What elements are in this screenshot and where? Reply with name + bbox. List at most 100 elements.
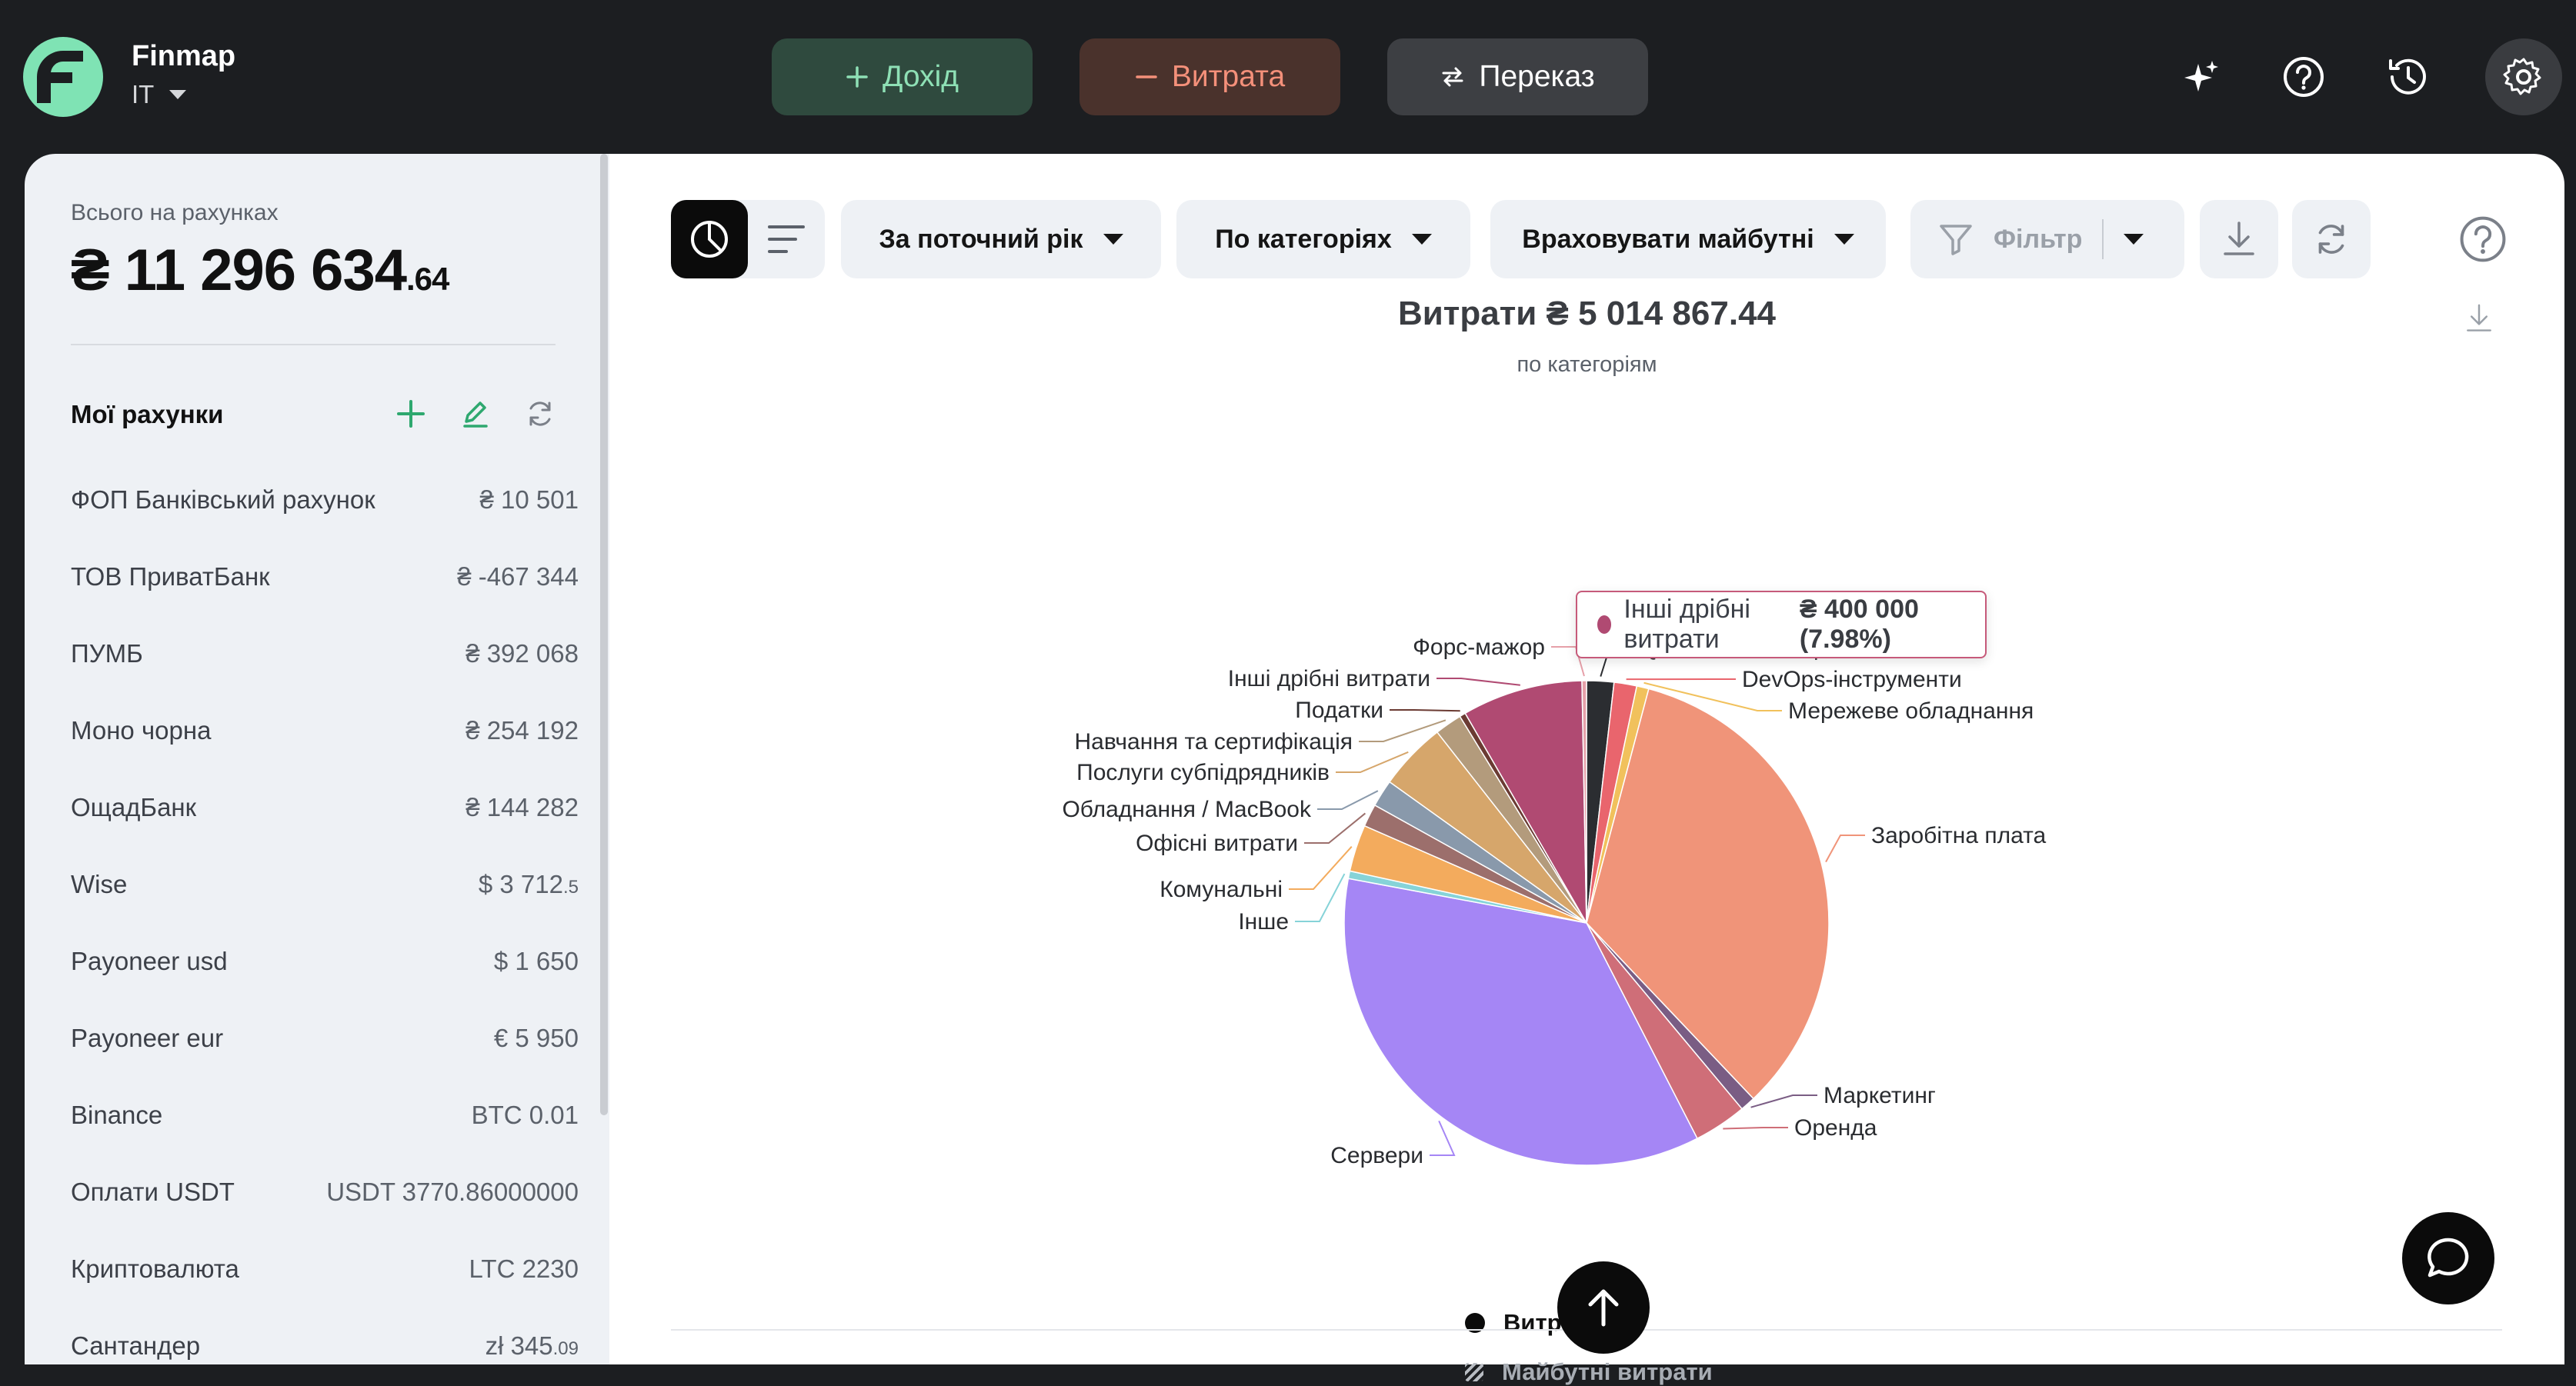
finmap-logo-icon[interactable] (23, 37, 103, 117)
report-panel: За поточний рік По категоріях Враховуват… (609, 154, 2564, 1364)
add-account-button[interactable] (389, 392, 432, 435)
scroll-top-button[interactable] (1557, 1261, 1650, 1354)
help-button[interactable] (2273, 46, 2334, 108)
account-name: ТОВ ПриватБанк (71, 562, 270, 591)
sparkle-icon (2183, 58, 2221, 96)
refresh-icon (526, 399, 555, 428)
account-name: Payoneer eur (71, 1024, 223, 1053)
slice-label: Обладнання / MacBook (1062, 797, 1312, 822)
income-label: Дохід (883, 60, 959, 94)
slice-label: DevOps-інструменти (1742, 667, 1962, 692)
leader-line (1295, 874, 1344, 921)
slice-label: Офісні витрати (1136, 831, 1298, 856)
account-balance-main: $ 3 712 (479, 870, 563, 898)
accounts-sidebar: Всього на рахунках ₴ 11 296 634.64 Мої р… (25, 154, 609, 1364)
settings-button[interactable] (2485, 38, 2562, 115)
gear-icon (2503, 56, 2544, 98)
account-balance-cents: .09 (553, 1338, 579, 1359)
leader-line (1390, 710, 1460, 711)
slice-label: Навчання та сертифікація (1074, 729, 1353, 755)
account-name: Binance (71, 1101, 162, 1130)
legend-label: Майбутні витрати (1502, 1358, 1713, 1386)
leader-line (1430, 1121, 1454, 1155)
slice-label: Комунальні (1160, 877, 1283, 902)
expenses-pie-chart[interactable]: QA-автоматизаціяDevOps-інструментиМереже… (609, 154, 2564, 1364)
slice-label: Форс-мажор (1413, 635, 1545, 660)
slice-label: Інші дрібні витрати (1228, 666, 1430, 691)
sidebar-scrollbar[interactable] (600, 154, 608, 1115)
plus-icon (395, 398, 426, 429)
account-row[interactable]: Payoneer usd$ 1 650 (71, 923, 579, 1000)
transfer-label: Переказ (1479, 60, 1594, 94)
slice-label: Податки (1295, 698, 1383, 723)
account-name: Криптовалюта (71, 1254, 239, 1284)
total-balance-cents: .64 (406, 261, 449, 297)
account-row[interactable]: Криптовалюта LTC 2230 (71, 1231, 579, 1308)
account-name: ПУМБ (71, 639, 143, 668)
leader-line (1751, 1095, 1817, 1108)
pencil-icon (460, 398, 491, 429)
tooltip-color-dot (1597, 615, 1611, 634)
leader-line (1723, 1128, 1788, 1129)
account-balance: BTC 0.01 (472, 1101, 579, 1130)
arrow-up-icon (1584, 1286, 1623, 1329)
refresh-accounts-button[interactable] (519, 392, 562, 435)
account-row[interactable]: Wise$ 3 712.5 (71, 846, 579, 923)
slice-label: Сервери (1330, 1143, 1423, 1168)
slice-label: Маркетинг (1824, 1083, 1936, 1108)
history-icon (2386, 55, 2431, 99)
chevron-down-icon (169, 90, 186, 99)
tooltip-value: ₴ 400 000 (7.98%) (1800, 595, 1967, 655)
transfer-arrows-icon (1440, 65, 1465, 88)
account-balance: $ 1 650 (494, 947, 579, 976)
app-name: Finmap (132, 40, 235, 73)
slice-label: Заробітна плата (1871, 823, 2047, 848)
leader-line (1289, 847, 1352, 889)
slice-label: Мережеве обладнання (1788, 698, 2034, 724)
account-row[interactable]: ОщадБанк₴ 144 282 (71, 769, 579, 846)
account-row[interactable]: ФОП Банківський рахунок ₴ 10 501 (71, 461, 579, 538)
add-expense-button[interactable]: Витрата (1079, 38, 1340, 115)
add-transfer-button[interactable]: Переказ (1387, 38, 1648, 115)
accounts-list: ФОП Банківський рахунок ₴ 10 501 ТОВ Прив… (71, 461, 579, 1364)
add-income-button[interactable]: Дохід (772, 38, 1033, 115)
account-name: ФОП Банківський рахунок (71, 485, 375, 515)
account-row[interactable]: ТОВ ПриватБанк₴ -467 344 (71, 538, 579, 615)
account-row[interactable]: Binance BTC 0.01 (71, 1077, 579, 1154)
account-balance: USDT 3770.86000000 (326, 1178, 579, 1207)
workspace-selector[interactable]: IT (132, 80, 186, 109)
leader-line (1317, 791, 1378, 809)
ai-sparkle-button[interactable] (2171, 46, 2233, 108)
chat-button[interactable] (2402, 1212, 2494, 1304)
account-row[interactable]: ПУМБ ₴ 392 068 (71, 615, 579, 692)
chat-bubble-icon (2425, 1235, 2471, 1281)
account-row[interactable]: Моно чорна₴ 254 192 (71, 692, 579, 769)
expense-label: Витрата (1172, 60, 1285, 94)
edit-accounts-button[interactable] (454, 392, 497, 435)
accounts-heading: Мої рахунки (71, 400, 223, 429)
history-button[interactable] (2377, 46, 2439, 108)
total-balance-main: ₴ 11 296 634 (71, 238, 406, 303)
account-row[interactable]: Оплати USDT USDT 3770.86000000 (71, 1154, 579, 1231)
account-balance: ₴ 10 501 (480, 485, 579, 515)
account-name: Оплати USDT (71, 1178, 235, 1207)
account-balance: LTC 2230 (469, 1254, 579, 1284)
account-balance: € 5 950 (494, 1024, 579, 1053)
workspace-name: IT (132, 80, 154, 109)
leader-line (1304, 813, 1365, 843)
slice-label: Оренда (1794, 1115, 1877, 1141)
legend-item-future[interactable]: Майбутні витрати (1465, 1358, 1713, 1386)
account-balance-main: zł 345 (486, 1331, 553, 1360)
slice-label: Інше (1238, 909, 1289, 935)
account-row[interactable]: Payoneer eur € 5 950 (71, 1000, 579, 1077)
total-balance-label: Всього на рахунках (71, 200, 279, 226)
account-balance: $ 3 712.5 (479, 870, 579, 899)
plus-icon (846, 65, 869, 88)
total-balance: ₴ 11 296 634.64 (71, 237, 449, 304)
account-balance-cents: .5 (563, 877, 579, 898)
account-name: Моно чорна (71, 716, 211, 745)
leader-line (1336, 752, 1408, 772)
account-balance: ₴ 392 068 (465, 639, 579, 668)
account-name: ОщадБанк (71, 793, 196, 822)
